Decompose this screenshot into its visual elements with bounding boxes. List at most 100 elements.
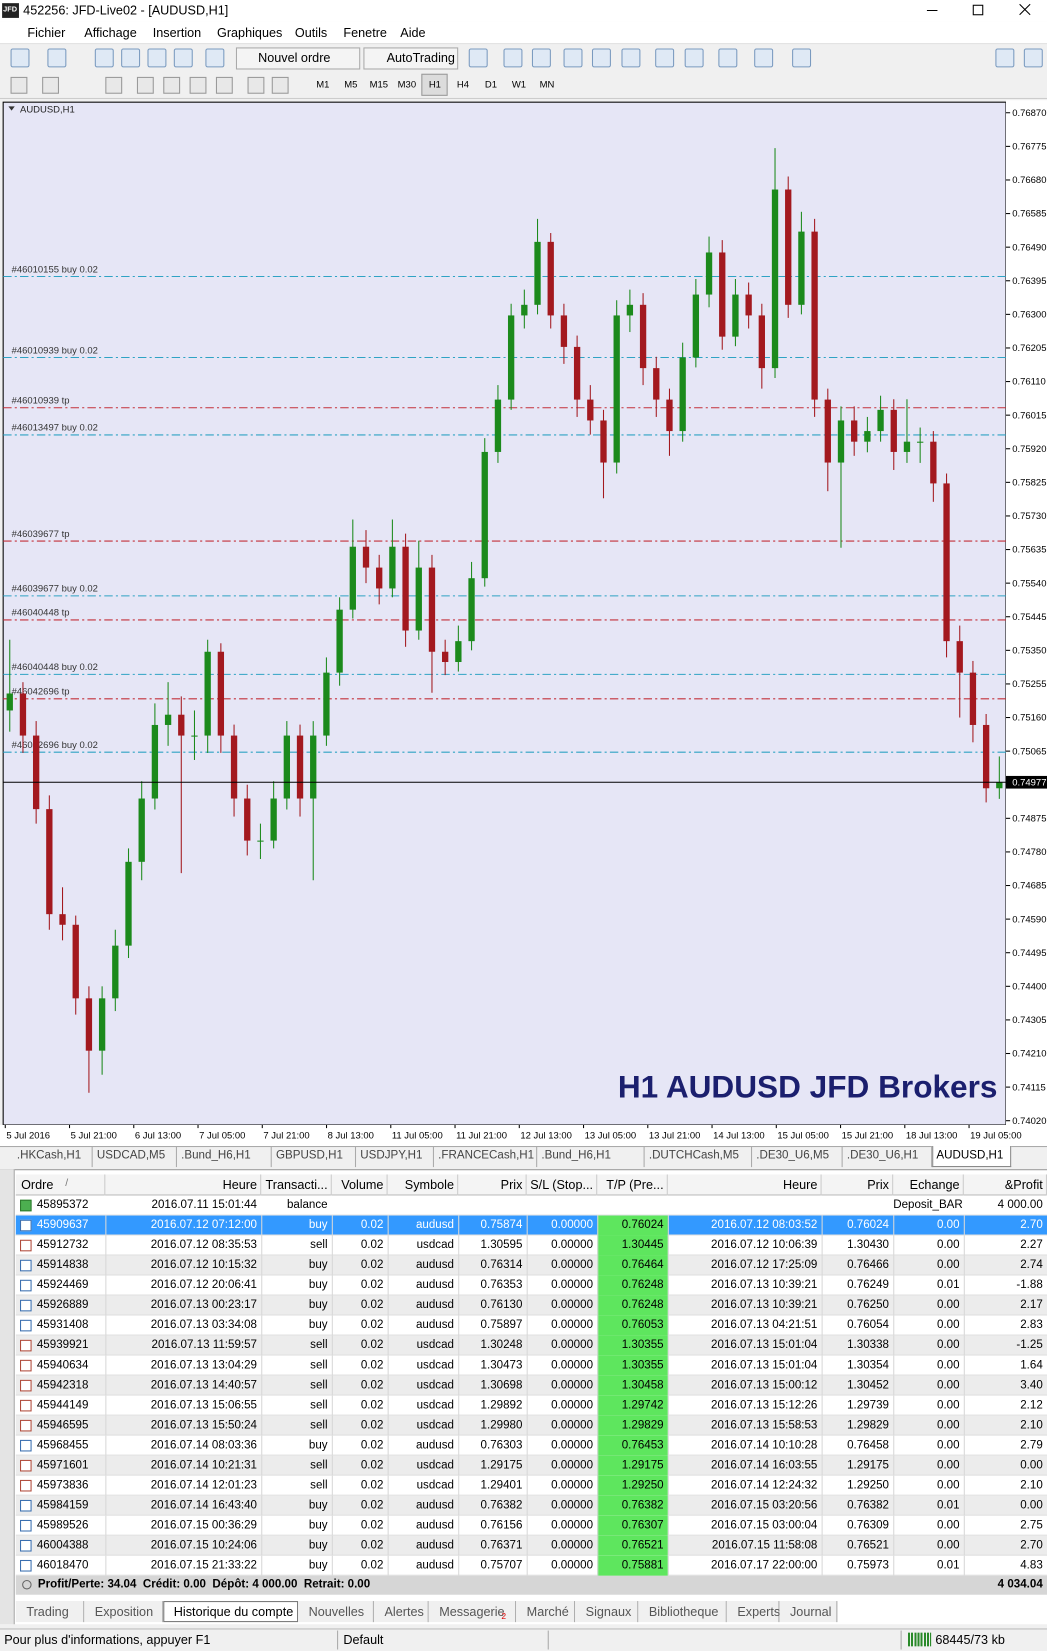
table-row[interactable]: [15, 1555, 1047, 1576]
chart-tab[interactable]: [843, 1146, 933, 1168]
menu-item[interactable]: Fichier: [27, 25, 66, 41]
toolbar-icon[interactable]: [563, 48, 583, 68]
menu-item[interactable]: Fenetre: [343, 25, 387, 41]
toolbar-icon[interactable]: [94, 48, 114, 68]
column-header[interactable]: [105, 1174, 262, 1196]
chart-tab[interactable]: [177, 1146, 272, 1168]
toolbar-icon[interactable]: [754, 48, 774, 68]
toolbar-icon[interactable]: [503, 48, 523, 68]
table-row[interactable]: [15, 1295, 1047, 1316]
drawing-tool-icon[interactable]: [42, 76, 59, 94]
table-row[interactable]: [15, 1455, 1047, 1476]
column-header[interactable]: [822, 1174, 894, 1196]
terminal-tab[interactable]: [516, 1601, 576, 1623]
column-header-label[interactable]: S/L (Stop...: [530, 1177, 594, 1193]
terminal-tab[interactable]: [638, 1601, 727, 1623]
terminal-tab[interactable]: [428, 1601, 517, 1623]
drawing-tool-icon[interactable]: [10, 76, 28, 94]
chart-tab[interactable]: [537, 1146, 645, 1168]
column-header-label[interactable]: Prix: [867, 1177, 890, 1193]
chart-tab-label[interactable]: .Bund_H6,H1: [541, 1149, 611, 1162]
table-row[interactable]: [15, 1495, 1047, 1516]
table-row[interactable]: [15, 1375, 1047, 1396]
terminal-tab-label[interactable]: Nouvelles: [308, 1604, 365, 1619]
drawing-tool-icon[interactable]: [247, 76, 265, 94]
timeframe-label[interactable]: H1: [428, 78, 441, 90]
timeframe-label[interactable]: D1: [484, 78, 498, 90]
chart-tab-label[interactable]: .HKCash,H1: [16, 1149, 82, 1162]
table-row[interactable]: [15, 1395, 1047, 1416]
terminal-tab-label[interactable]: Experts: [737, 1604, 781, 1619]
chart-tab[interactable]: [752, 1146, 843, 1168]
chart-tab[interactable]: [93, 1146, 177, 1168]
table-row[interactable]: [15, 1435, 1047, 1456]
column-header-label[interactable]: Heure: [222, 1177, 258, 1193]
timeframe-label[interactable]: M15: [369, 78, 389, 90]
chart-tab[interactable]: [272, 1146, 357, 1168]
toolbar-icon[interactable]: [47, 48, 67, 68]
chart-tab-label[interactable]: .DUTCHCash,M5: [648, 1149, 739, 1162]
terminal-tab[interactable]: [726, 1601, 780, 1623]
autotrading-button[interactable]: [363, 47, 459, 70]
chart-tab[interactable]: [434, 1146, 538, 1168]
column-header[interactable]: [893, 1174, 964, 1196]
terminal-tab[interactable]: [298, 1601, 374, 1623]
terminal-tab-label[interactable]: Exposition: [94, 1604, 154, 1619]
chart-tab-label[interactable]: USDCAD,M5: [96, 1149, 166, 1162]
table-row[interactable]: [15, 1195, 1047, 1216]
terminal-tab[interactable]: [15, 1601, 85, 1623]
column-header-label[interactable]: Ordre: [21, 1177, 54, 1193]
timeframe-label[interactable]: MN: [539, 78, 555, 90]
table-row[interactable]: [15, 1335, 1047, 1356]
column-header-label[interactable]: Echange: [909, 1177, 960, 1193]
table-row[interactable]: [15, 1315, 1047, 1336]
column-header-label[interactable]: &Profit: [1004, 1177, 1043, 1193]
chart-tab-label[interactable]: AUDUSD,H1: [936, 1149, 1004, 1162]
column-header-label[interactable]: T/P (Pre...: [606, 1177, 664, 1193]
terminal-tab-label[interactable]: Historique du compte: [173, 1604, 294, 1619]
toolbar-icon[interactable]: [173, 48, 193, 68]
column-header-label[interactable]: Prix: [500, 1177, 523, 1193]
column-header-label[interactable]: Symbole: [404, 1177, 454, 1193]
chart-tab[interactable]: [13, 1146, 93, 1168]
table-row[interactable]: [15, 1535, 1047, 1556]
chart-tab[interactable]: [356, 1146, 434, 1168]
drawing-tool-icon[interactable]: [136, 76, 154, 94]
close-icon[interactable]: [1019, 3, 1031, 16]
terminal-tab-label[interactable]: Signaux: [585, 1604, 632, 1619]
timeframe-label[interactable]: H4: [456, 78, 469, 90]
menu-item[interactable]: Aide: [400, 25, 426, 41]
toolbar-icon[interactable]: [468, 48, 488, 68]
menu-item[interactable]: Affichage: [84, 25, 137, 41]
terminal-tab-label[interactable]: Alertes: [384, 1604, 424, 1619]
column-header[interactable]: [261, 1174, 332, 1196]
terminal-tab-label[interactable]: Trading: [26, 1604, 69, 1619]
column-header[interactable]: [527, 1174, 598, 1196]
drawing-tool-icon[interactable]: [215, 76, 233, 94]
chart-tab[interactable]: [932, 1146, 1012, 1168]
chart-tab-label[interactable]: .Bund_H6,H1: [181, 1149, 251, 1162]
toolbar-icon[interactable]: [147, 48, 167, 68]
new-order-button[interactable]: [235, 47, 361, 70]
chart-tab-label[interactable]: GBPUSD,H1: [275, 1149, 343, 1162]
restore-icon[interactable]: [972, 4, 984, 16]
chart-tab-label[interactable]: .DE30_U6,H1: [846, 1149, 919, 1162]
toolbar-icon[interactable]: [10, 48, 30, 68]
table-row[interactable]: [15, 1275, 1047, 1296]
table-row[interactable]: [15, 1415, 1047, 1436]
column-header-label[interactable]: Volume: [341, 1177, 384, 1193]
toolbar-icon[interactable]: [655, 48, 675, 68]
timeframe-label[interactable]: W1: [511, 78, 527, 90]
column-header-label[interactable]: Heure: [782, 1177, 818, 1193]
toolbar-icon[interactable]: [792, 48, 812, 68]
terminal-tab[interactable]: [575, 1601, 639, 1623]
terminal-tab[interactable]: [373, 1601, 429, 1623]
table-row[interactable]: [15, 1255, 1047, 1276]
toolbar-icon[interactable]: [621, 48, 641, 68]
toolbar-icon[interactable]: [1023, 48, 1043, 68]
new-order-label[interactable]: Nouvel ordre: [258, 50, 331, 66]
column-header[interactable]: [458, 1174, 527, 1196]
menu-item[interactable]: Graphiques: [216, 25, 283, 41]
column-header-label[interactable]: Transacti...: [265, 1177, 328, 1193]
terminal-tab[interactable]: [163, 1601, 299, 1623]
